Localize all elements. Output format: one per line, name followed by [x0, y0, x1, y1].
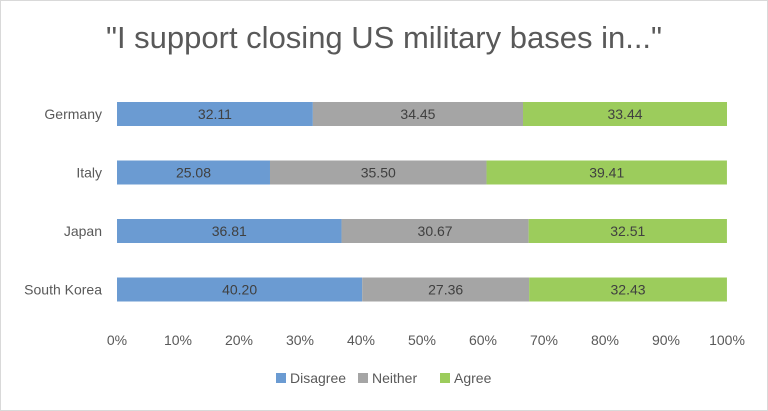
- x-tick-label: 40%: [347, 332, 375, 348]
- data-label: 25.08: [176, 165, 211, 181]
- legend-label-disagree: Disagree: [290, 370, 346, 386]
- category-label: South Korea: [24, 282, 102, 298]
- bar-disagree: [117, 160, 270, 185]
- data-label: 27.36: [428, 282, 463, 298]
- bar-neither: [362, 277, 530, 302]
- bar-agree: [529, 277, 727, 302]
- data-label: 39.41: [589, 165, 624, 181]
- chart-title: "I support closing US military bases in.…: [105, 20, 663, 55]
- bar-neither: [269, 160, 487, 185]
- data-label: 40.20: [222, 282, 257, 298]
- bar-neither: [312, 102, 524, 126]
- data-label: 32.51: [610, 223, 645, 239]
- bar-disagree: [117, 102, 313, 126]
- x-tick-label: 10%: [164, 332, 192, 348]
- legend-swatch-neither: [358, 373, 368, 383]
- category-label: Italy: [76, 165, 102, 181]
- legend-label-agree: Agree: [454, 370, 492, 386]
- data-label: 32.11: [198, 106, 232, 122]
- bar-agree: [486, 160, 727, 185]
- x-tick-label: 80%: [591, 332, 619, 348]
- x-tick-label: 90%: [652, 332, 680, 348]
- bar-disagree: [117, 277, 363, 302]
- x-tick-label: 0%: [107, 332, 127, 348]
- data-label: 30.67: [418, 223, 453, 239]
- data-label: 34.45: [400, 106, 435, 122]
- category-label: Germany: [44, 106, 102, 122]
- x-tick-label: 60%: [469, 332, 497, 348]
- bar-agree: [528, 219, 727, 243]
- data-label: 36.81: [212, 223, 247, 239]
- bar-agree: [523, 102, 727, 126]
- data-label: 32.43: [611, 282, 646, 298]
- legend-swatch-disagree: [276, 373, 286, 383]
- data-label: 35.50: [361, 165, 396, 181]
- legend-swatch-agree: [440, 373, 450, 383]
- category-label: Japan: [64, 223, 102, 239]
- x-tick-label: 30%: [286, 332, 314, 348]
- x-tick-label: 100%: [709, 332, 745, 348]
- x-tick-label: 20%: [225, 332, 253, 348]
- x-tick-label: 50%: [408, 332, 436, 348]
- x-tick-label: 70%: [530, 332, 558, 348]
- legend-label-neither: Neither: [372, 370, 417, 386]
- data-label: 33.44: [607, 106, 642, 122]
- bar-neither: [341, 219, 529, 243]
- bar-disagree: [117, 219, 342, 243]
